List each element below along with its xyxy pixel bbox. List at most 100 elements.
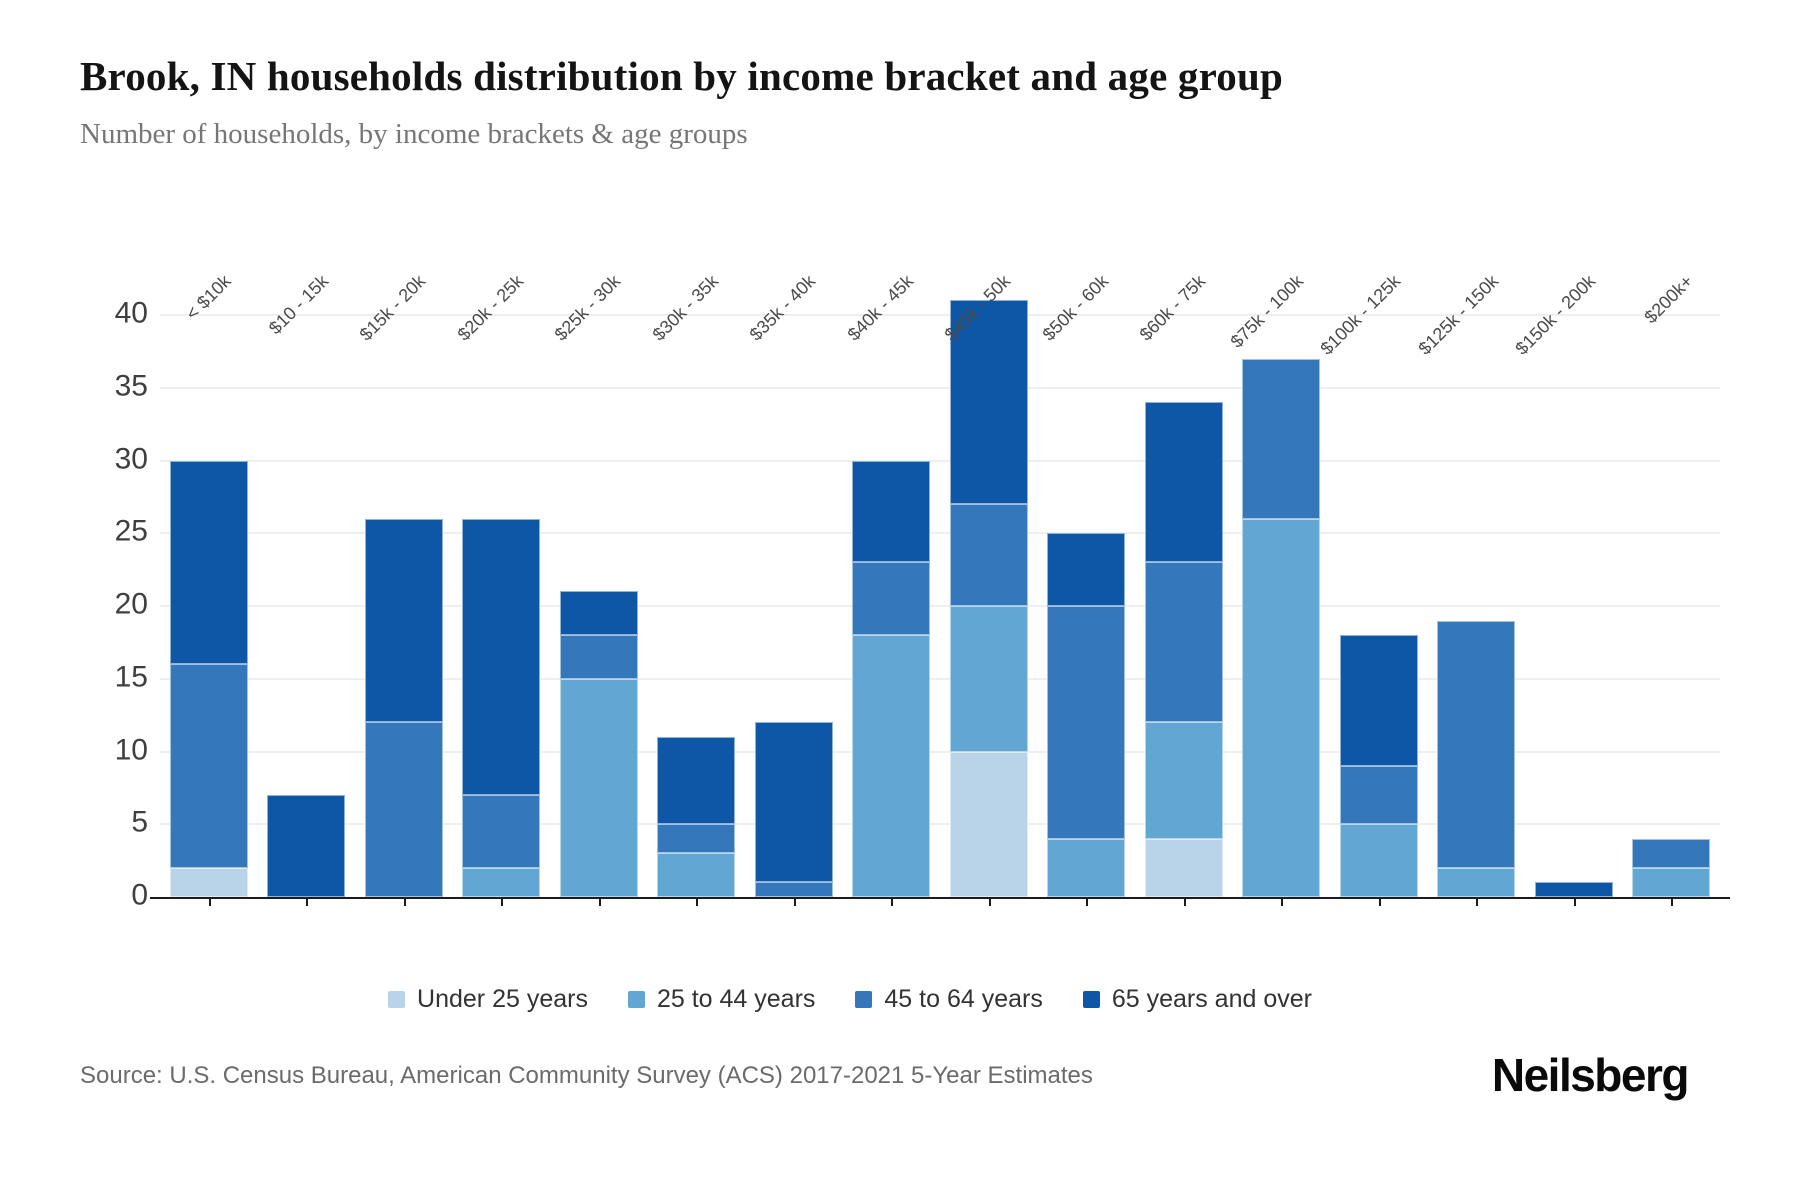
y-axis-labels: 0 5 10 15 20 25 30 35 40	[70, 255, 148, 912]
bar-segment[interactable]	[462, 518, 541, 796]
x-tick-label: $25k - 30k	[551, 271, 625, 345]
gridline-y-15	[160, 677, 1720, 680]
bar-segment[interactable]	[1242, 518, 1321, 897]
legend-label: Under 25 years	[417, 985, 588, 1013]
bar-segment[interactable]	[1047, 606, 1126, 839]
bar-segment[interactable]	[657, 736, 736, 825]
x-tick-label: $10 - 15k	[264, 271, 333, 339]
gridline-y-30	[160, 459, 1720, 462]
x-axis-tick	[696, 899, 699, 906]
gridline-y-25	[160, 532, 1720, 535]
bar-segment[interactable]	[949, 504, 1028, 606]
bar-segment[interactable]	[559, 591, 638, 636]
x-axis-tick	[1281, 899, 1284, 906]
bar-segment[interactable]	[657, 853, 736, 897]
stacked-bar-chart: < $10k $10 - 15k $15k - 20k $20k - 25k $25k …	[150, 255, 1730, 906]
legend-item[interactable]: 65 years and over	[1082, 985, 1312, 1014]
bar-segment[interactable]	[1437, 867, 1516, 897]
legend-swatch-icon	[627, 991, 645, 1008]
bar-segment[interactable]	[949, 300, 1028, 505]
bar-slot: $75k - 100k	[1226, 255, 1331, 906]
gridline-y-10	[160, 750, 1720, 753]
bar-slot: $150k - 200k	[1512, 255, 1623, 906]
x-tick-label: < $10k	[181, 271, 235, 324]
bar-segment[interactable]	[1437, 620, 1516, 868]
bar-segment[interactable]	[364, 722, 443, 897]
y-tick-label-0: 0	[131, 878, 148, 912]
x-tick-label: $35k - 40k	[746, 271, 820, 345]
x-axis-tick	[1671, 899, 1674, 906]
bar-segment[interactable]	[1339, 766, 1418, 825]
x-axis-line	[150, 897, 1730, 899]
bar-segment[interactable]	[657, 824, 736, 854]
bar-segment[interactable]	[754, 722, 833, 883]
y-tick-label-5: 5	[131, 805, 148, 839]
x-axis-tick	[1378, 899, 1381, 906]
bar-segment[interactable]	[754, 882, 833, 897]
source-note: Source: U.S. Census Bureau, American Com…	[80, 1062, 1093, 1089]
x-axis-tick	[208, 899, 211, 906]
gridline-y-20	[160, 605, 1720, 607]
bar-segment[interactable]	[1047, 533, 1126, 606]
x-tick-label: $20k - 25k	[453, 271, 528, 345]
bar-slot: $60k - 75k	[1135, 255, 1233, 906]
bar-segment[interactable]	[559, 678, 638, 897]
bar-segment[interactable]	[1242, 358, 1321, 519]
bar-segment[interactable]	[1144, 402, 1223, 563]
bar-slot: $10 - 15k	[258, 255, 356, 906]
y-tick-label-35: 35	[114, 369, 148, 403]
bar-segment[interactable]	[364, 518, 443, 723]
bar-segment[interactable]	[462, 867, 541, 897]
legend-label: 65 years and over	[1111, 985, 1312, 1013]
legend-label: 25 to 44 years	[656, 985, 816, 1013]
bar-segment[interactable]	[1144, 562, 1223, 723]
bar-segment[interactable]	[462, 795, 541, 868]
bar-segment[interactable]	[949, 606, 1028, 752]
gridline-y-5	[160, 823, 1720, 826]
legend-label: 45 to 64 years	[884, 985, 1043, 1013]
x-tick-label: $40k - 45k	[843, 271, 918, 345]
bar-segment[interactable]	[1534, 882, 1613, 897]
bar-segment[interactable]	[1144, 838, 1223, 897]
x-axis-tick	[1476, 899, 1479, 906]
bar-slot: < $10k	[160, 255, 258, 906]
bar-segment[interactable]	[852, 460, 931, 563]
x-tick-label: $100k - 125k	[1316, 271, 1405, 359]
page-subtitle: Number of households, by income brackets…	[80, 118, 748, 150]
bar-segment[interactable]	[169, 867, 248, 897]
bar-segment[interactable]	[949, 751, 1028, 897]
bar-slot: $35k - 40k	[745, 255, 843, 906]
x-axis-tick	[306, 899, 309, 906]
bar-segment[interactable]	[1632, 838, 1711, 868]
bar-slot: $125k - 150k	[1414, 255, 1526, 906]
x-tick-label: $200k+	[1640, 271, 1698, 328]
bar-slot: $30k - 35k	[648, 255, 746, 906]
y-tick-label-20: 20	[114, 587, 148, 621]
legend-item[interactable]: 45 to 64 years	[855, 985, 1043, 1014]
bar-slot: $50k - 60k	[1038, 255, 1136, 906]
bar-segment[interactable]	[169, 664, 248, 868]
bar-segment[interactable]	[1047, 838, 1126, 897]
bar-segment[interactable]	[1339, 824, 1418, 897]
y-tick-label-15: 15	[114, 660, 148, 694]
bar-segment[interactable]	[852, 562, 931, 636]
legend-item[interactable]: Under 25 years	[388, 985, 588, 1014]
x-axis-tick	[501, 899, 504, 906]
legend-swatch-icon	[855, 991, 873, 1008]
bar-segment[interactable]	[852, 635, 931, 897]
y-tick-label-40: 40	[114, 296, 148, 330]
bar-segment[interactable]	[169, 460, 248, 665]
x-tick-label: $60k - 75k	[1136, 271, 1210, 345]
bar-segment[interactable]	[1339, 635, 1418, 767]
bar-segment[interactable]	[1632, 867, 1711, 897]
x-tick-label: $50k - 60k	[1038, 271, 1113, 345]
x-tick-label: $75k - 100k	[1226, 271, 1308, 352]
bar-slot: $25k - 30k	[550, 255, 648, 906]
bar-segment[interactable]	[267, 795, 346, 897]
bar-segment[interactable]	[559, 635, 638, 679]
x-axis-tick	[793, 899, 796, 906]
bar-segment[interactable]	[1144, 722, 1223, 839]
bar-slot: $100k - 125k	[1317, 255, 1428, 906]
legend-item[interactable]: 25 to 44 years	[627, 985, 816, 1014]
